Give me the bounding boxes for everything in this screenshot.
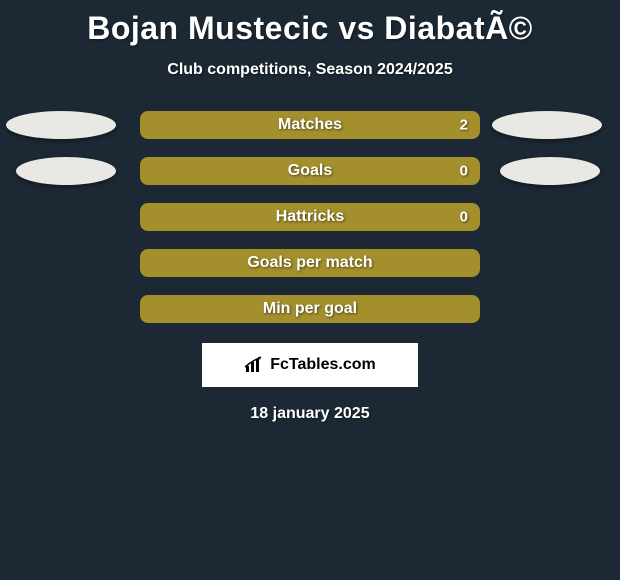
stat-value: 2 bbox=[460, 117, 468, 134]
stat-label: Goals bbox=[288, 162, 332, 180]
stat-bar-min-per-goal: Min per goal bbox=[140, 295, 480, 323]
stat-row: Matches 2 bbox=[0, 111, 620, 139]
stat-label: Hattricks bbox=[276, 208, 344, 226]
brand-text: FcTables.com bbox=[270, 356, 376, 374]
stat-value: 0 bbox=[460, 209, 468, 226]
brand-box: FcTables.com bbox=[202, 343, 418, 387]
left-marker-ellipse bbox=[6, 111, 116, 139]
stat-row: Min per goal bbox=[0, 295, 620, 323]
stat-bar-matches: Matches 2 bbox=[140, 111, 480, 139]
page-subtitle: Club competitions, Season 2024/2025 bbox=[0, 61, 620, 79]
stat-row: Hattricks 0 bbox=[0, 203, 620, 231]
stat-label: Matches bbox=[278, 116, 342, 134]
right-marker-ellipse bbox=[500, 157, 600, 185]
stat-bar-goals-per-match: Goals per match bbox=[140, 249, 480, 277]
brand-chart-icon bbox=[244, 356, 266, 374]
date-text: 18 january 2025 bbox=[0, 405, 620, 423]
stat-row: Goals per match bbox=[0, 249, 620, 277]
right-marker-ellipse bbox=[492, 111, 602, 139]
stat-bar-hattricks: Hattricks 0 bbox=[140, 203, 480, 231]
left-marker-ellipse bbox=[16, 157, 116, 185]
comparison-rows: Matches 2 Goals 0 Hattricks 0 Goals per … bbox=[0, 111, 620, 323]
stat-label: Min per goal bbox=[263, 300, 357, 318]
stat-label: Goals per match bbox=[247, 254, 372, 272]
stat-bar-goals: Goals 0 bbox=[140, 157, 480, 185]
stat-value: 0 bbox=[460, 163, 468, 180]
page-title: Bojan Mustecic vs DiabatÃ© bbox=[0, 0, 620, 47]
stat-row: Goals 0 bbox=[0, 157, 620, 185]
